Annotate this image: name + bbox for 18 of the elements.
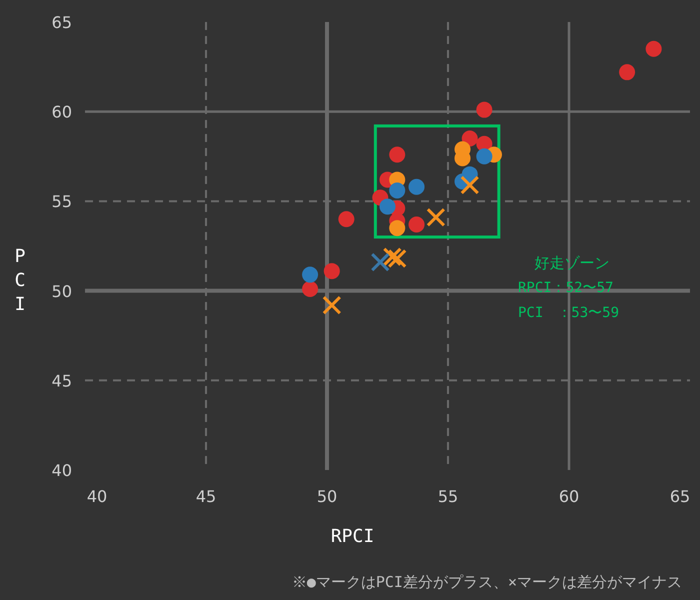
y-tick-label: 60 xyxy=(52,102,72,122)
x-tick-label: 65 xyxy=(670,487,690,506)
x-tick-label: 60 xyxy=(558,487,580,506)
y-tick-label: 65 xyxy=(52,13,72,32)
annotation: RPCI：52〜57 xyxy=(518,280,614,296)
annotation: PCI ：53〜59 xyxy=(518,305,620,321)
x-tick-label: 40 xyxy=(86,487,108,506)
annotation: 好走ゾーン xyxy=(534,254,610,272)
x-tick-label: 55 xyxy=(438,487,458,506)
y-tick-label: 50 xyxy=(52,282,72,301)
x-tick-label: 45 xyxy=(196,487,216,506)
x-axis-title: RPCI xyxy=(330,526,374,547)
x-tick-label: 50 xyxy=(316,487,338,506)
y-tick-label: 55 xyxy=(52,192,72,212)
text: ※●マークはPCI差分がプラス、×マークは差分がマイナス xyxy=(292,573,682,591)
y-axis-title: PCI xyxy=(14,246,26,315)
y-tick-label: 40 xyxy=(52,461,72,480)
y-tick-label: 45 xyxy=(52,371,72,390)
